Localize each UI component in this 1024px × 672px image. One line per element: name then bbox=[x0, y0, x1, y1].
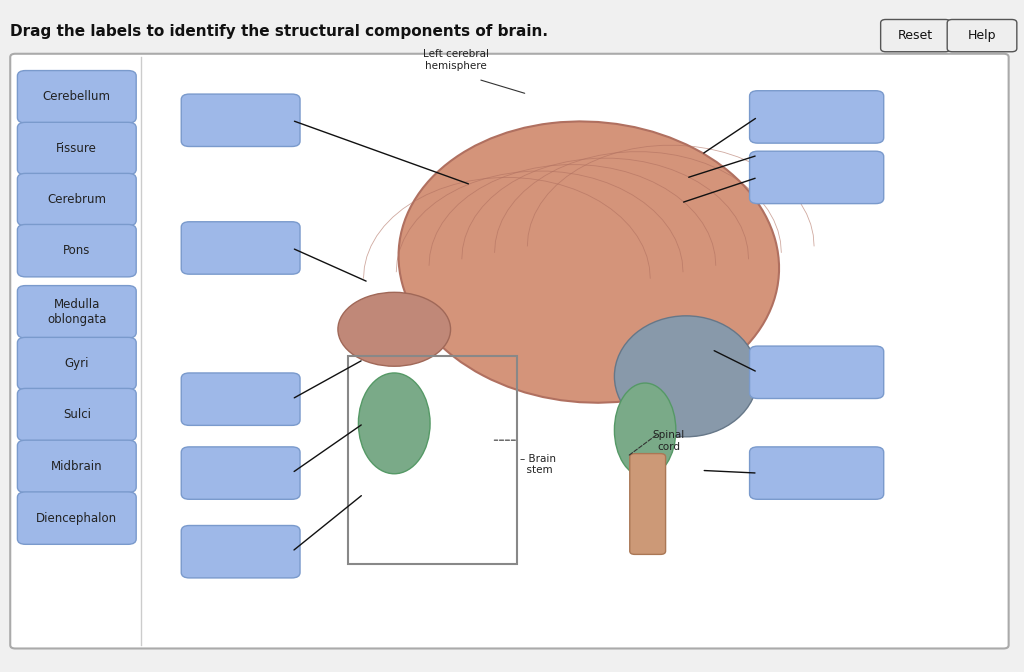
FancyBboxPatch shape bbox=[17, 286, 136, 338]
FancyBboxPatch shape bbox=[750, 91, 884, 143]
Text: Help: Help bbox=[968, 29, 996, 42]
FancyBboxPatch shape bbox=[17, 122, 136, 175]
Ellipse shape bbox=[358, 373, 430, 474]
FancyBboxPatch shape bbox=[181, 94, 300, 146]
FancyBboxPatch shape bbox=[17, 492, 136, 544]
FancyBboxPatch shape bbox=[181, 526, 300, 578]
Ellipse shape bbox=[398, 122, 779, 403]
FancyBboxPatch shape bbox=[17, 71, 136, 123]
Text: Cerebrum: Cerebrum bbox=[47, 193, 106, 206]
Circle shape bbox=[338, 292, 451, 366]
Ellipse shape bbox=[614, 316, 758, 437]
Text: Drag the labels to identify the structural components of brain.: Drag the labels to identify the structur… bbox=[10, 24, 548, 38]
FancyBboxPatch shape bbox=[750, 447, 884, 499]
Text: Pons: Pons bbox=[63, 244, 90, 257]
Text: Medulla
oblongata: Medulla oblongata bbox=[47, 298, 106, 326]
Text: Left cerebral
hemisphere: Left cerebral hemisphere bbox=[423, 49, 488, 71]
Text: Sulci: Sulci bbox=[62, 408, 91, 421]
FancyBboxPatch shape bbox=[10, 54, 1009, 648]
Bar bbox=[348, 356, 517, 564]
Text: – Brain
  stem: – Brain stem bbox=[520, 454, 556, 475]
FancyBboxPatch shape bbox=[181, 373, 300, 425]
Text: Fissure: Fissure bbox=[56, 142, 97, 155]
FancyBboxPatch shape bbox=[947, 19, 1017, 52]
FancyBboxPatch shape bbox=[181, 447, 300, 499]
FancyBboxPatch shape bbox=[181, 222, 300, 274]
Ellipse shape bbox=[614, 383, 676, 477]
Text: Midbrain: Midbrain bbox=[51, 460, 102, 473]
FancyBboxPatch shape bbox=[17, 388, 136, 441]
Text: Cerebellum: Cerebellum bbox=[43, 90, 111, 103]
FancyBboxPatch shape bbox=[750, 151, 884, 204]
Text: Diencephalon: Diencephalon bbox=[36, 511, 118, 525]
FancyBboxPatch shape bbox=[881, 19, 950, 52]
Text: Spinal
cord: Spinal cord bbox=[652, 430, 685, 452]
FancyBboxPatch shape bbox=[750, 346, 884, 398]
FancyBboxPatch shape bbox=[630, 454, 666, 554]
FancyBboxPatch shape bbox=[17, 173, 136, 226]
FancyBboxPatch shape bbox=[17, 337, 136, 390]
FancyBboxPatch shape bbox=[17, 224, 136, 277]
FancyBboxPatch shape bbox=[17, 440, 136, 493]
Text: Reset: Reset bbox=[898, 29, 933, 42]
Text: Gyri: Gyri bbox=[65, 357, 89, 370]
